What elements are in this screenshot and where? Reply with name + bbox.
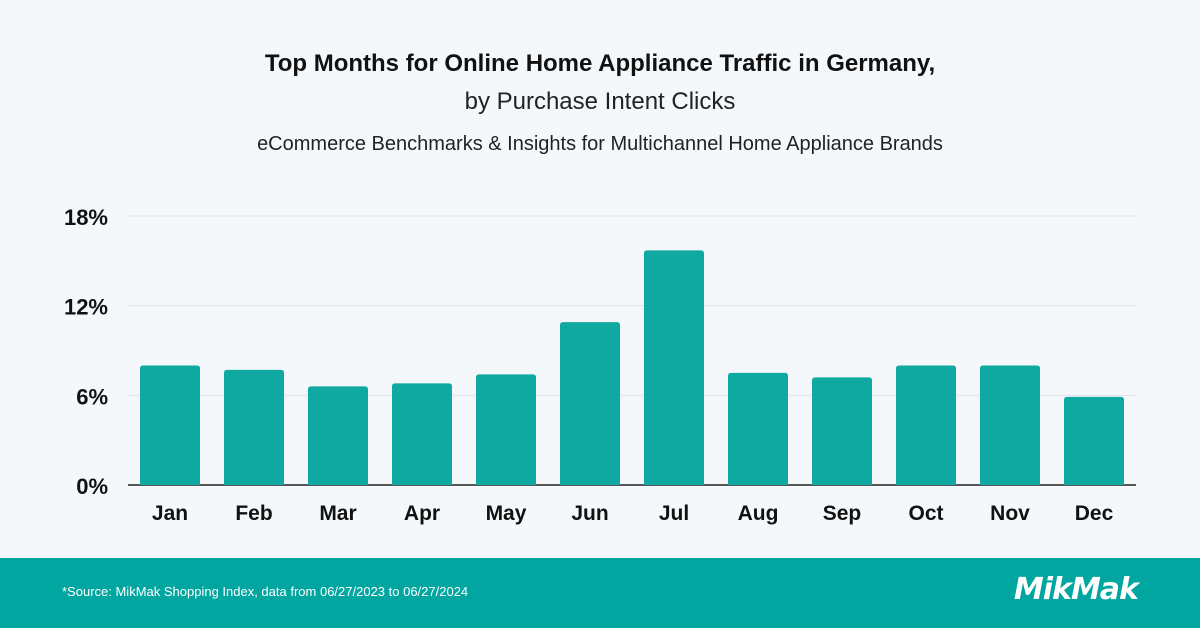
x-tick-label: Jul [659, 502, 689, 525]
x-tick-label: Aug [738, 502, 779, 525]
y-tick-label: 6% [76, 384, 108, 409]
x-tick-label: Jun [571, 502, 608, 525]
bar-sep [812, 377, 872, 485]
y-tick-label: 18% [64, 205, 108, 230]
x-tick-label: Nov [990, 502, 1030, 525]
x-tick-label: Apr [404, 502, 440, 525]
chart-subtitle: by Purchase Intent Clicks [464, 88, 736, 115]
mikmak-logo: MikMak [1013, 572, 1139, 607]
bar-may [476, 374, 536, 485]
bar-apr [392, 383, 452, 485]
bar-jun [560, 322, 620, 485]
bar-jan [140, 365, 200, 485]
bar-dec [1064, 396, 1124, 485]
footer: *Source: MikMak Shopping Index, data fro… [0, 558, 1200, 628]
y-tick-label: 0% [76, 474, 108, 499]
x-tick-label: Sep [823, 502, 862, 525]
x-tick-label: Feb [235, 502, 272, 525]
x-tick-label: Jan [152, 502, 188, 525]
bar-aug [728, 372, 788, 485]
source-note: *Source: MikMak Shopping Index, data fro… [62, 584, 469, 599]
x-tick-label: May [486, 502, 527, 525]
chart-title: Top Months for Online Home Appliance Tra… [264, 50, 936, 77]
bar-oct [896, 365, 956, 485]
x-tick-label: Dec [1075, 502, 1114, 525]
bar-chart: 0% 6% 12% 18% Jan Feb Mar Apr May Jun Jul Aug Sep Oct… [64, 205, 1136, 525]
bar-mar [308, 386, 368, 485]
bar-nov [980, 365, 1040, 485]
y-tick-label: 12% [64, 295, 108, 320]
bar-feb [224, 369, 284, 485]
bar-jul [644, 250, 704, 485]
chart-description: eCommerce Benchmarks & Insights for Mult… [257, 133, 943, 155]
x-tick-label: Mar [319, 502, 356, 525]
x-tick-label: Oct [908, 502, 943, 525]
